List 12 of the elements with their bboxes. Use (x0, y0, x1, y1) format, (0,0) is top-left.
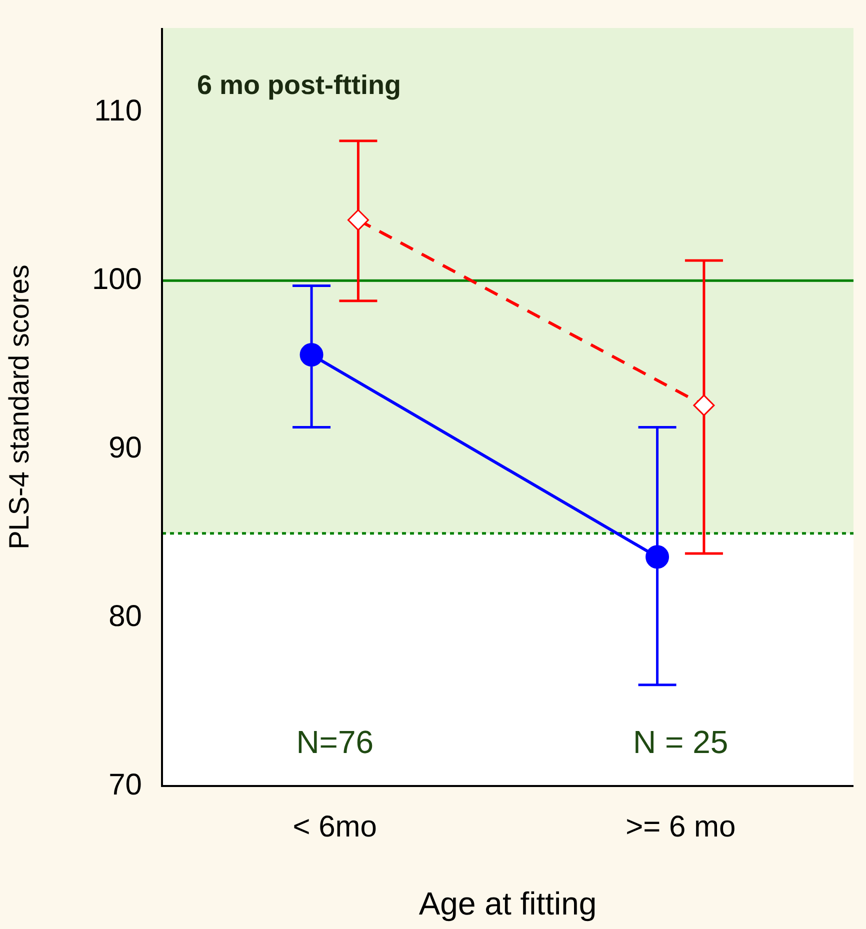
annotation: N=76 (296, 724, 374, 760)
y-tick-label: 70 (108, 768, 142, 802)
y-tick-label: 90 (108, 431, 142, 464)
x-tick-label: >= 6 mo (626, 810, 736, 844)
annotation: 6 mo post-ftting (197, 70, 401, 100)
y-axis-title: PLS-4 standard scores (4, 264, 35, 550)
y-tick-label: 110 (94, 94, 142, 128)
annotation: N = 25 (633, 724, 728, 760)
x-tick-label: < 6mo (292, 810, 377, 844)
y-tick-label: 80 (108, 600, 142, 633)
y-tick-label: 100 (92, 262, 142, 296)
x-axis-title: Age at fitting (418, 886, 597, 922)
